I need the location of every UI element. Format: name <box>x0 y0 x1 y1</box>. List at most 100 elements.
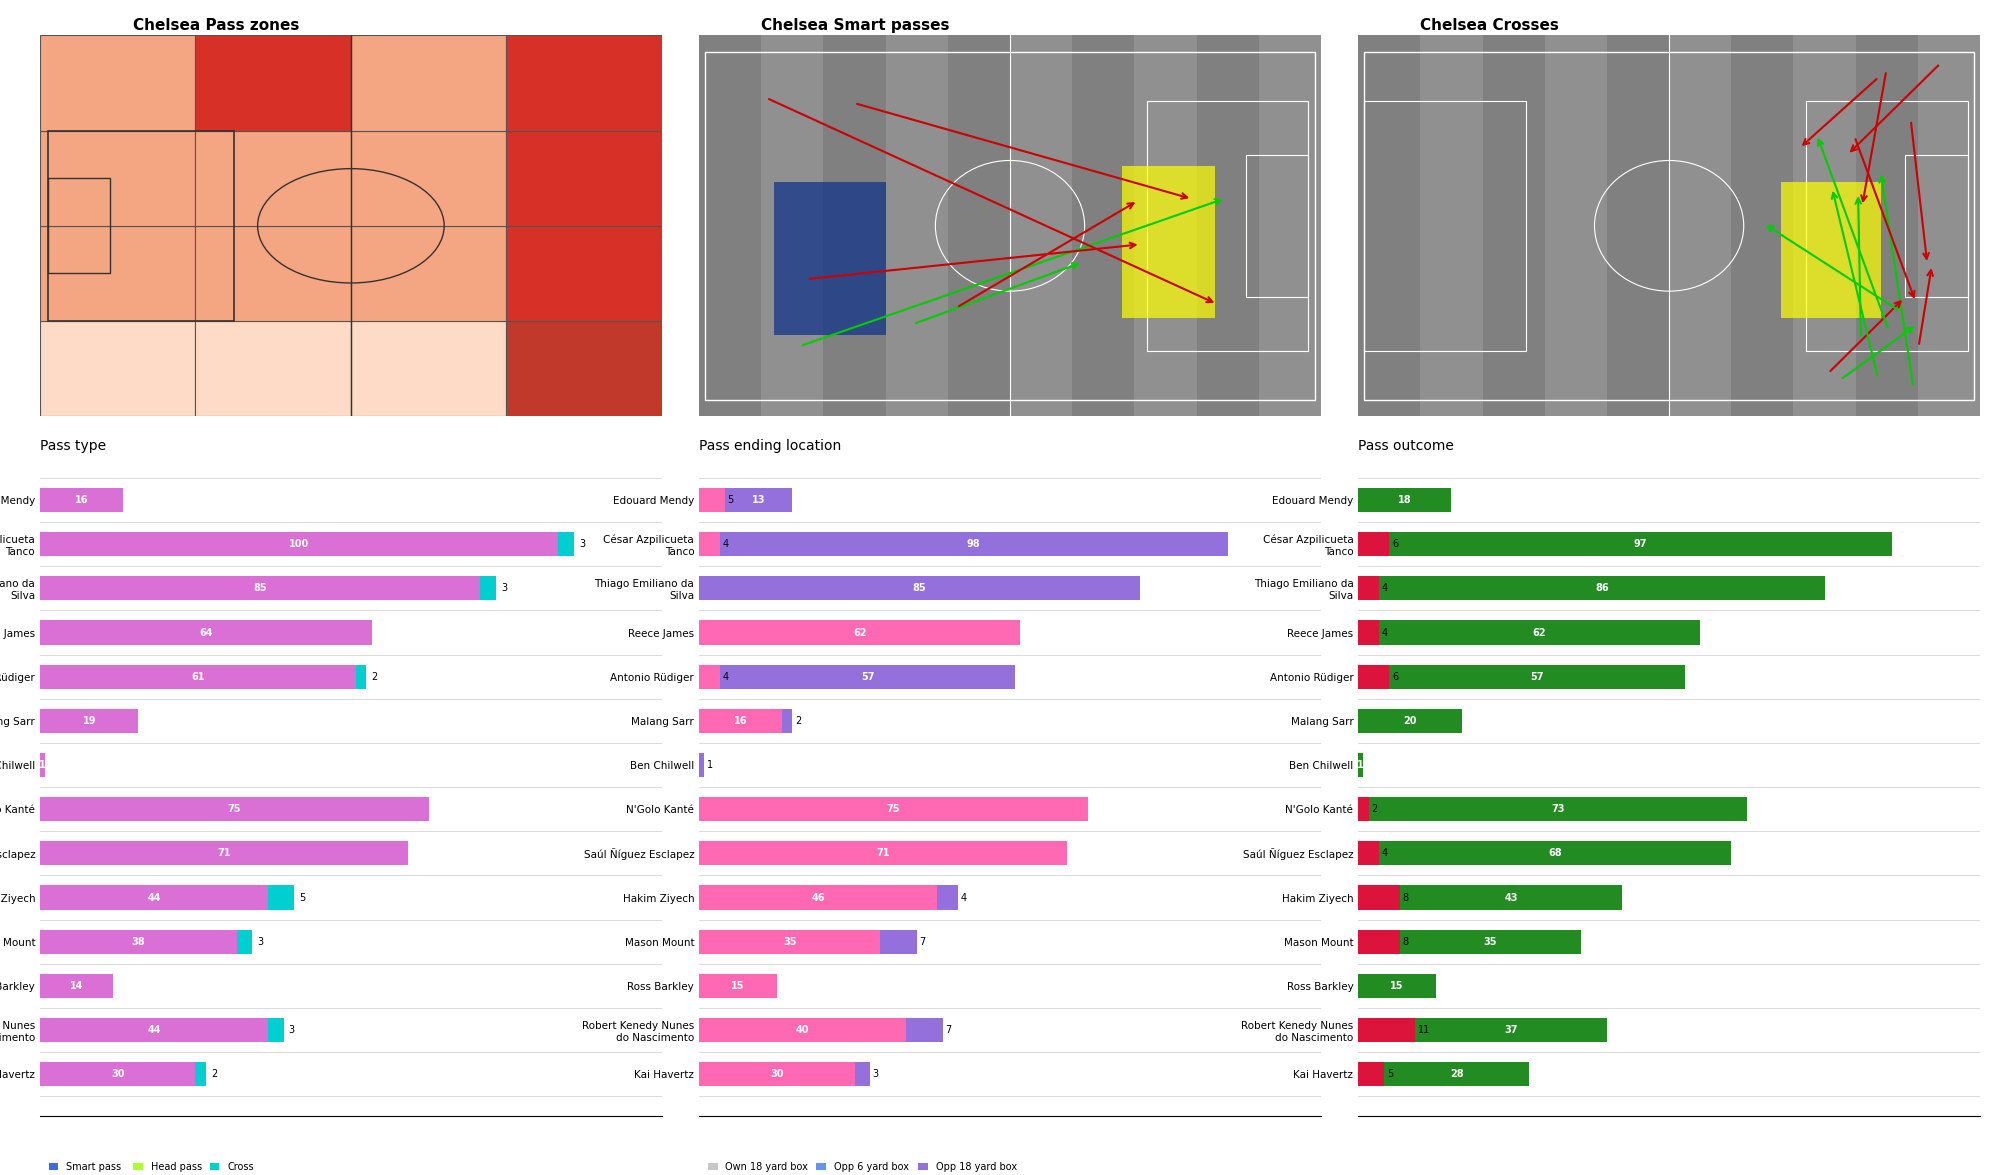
Bar <box>196 35 350 130</box>
Bar <box>1358 709 1462 733</box>
Text: 4: 4 <box>722 539 728 549</box>
Bar <box>40 321 196 416</box>
Text: 98: 98 <box>966 539 980 549</box>
Bar <box>1196 35 1258 416</box>
Bar <box>356 665 366 689</box>
Text: 100: 100 <box>288 539 310 549</box>
Bar <box>1384 1062 1530 1087</box>
Text: Pass outcome: Pass outcome <box>1358 438 1454 452</box>
Text: 57: 57 <box>1530 672 1544 681</box>
Bar <box>1358 620 1378 645</box>
Text: 75: 75 <box>886 804 900 814</box>
Text: 6: 6 <box>1392 539 1398 549</box>
Text: 57: 57 <box>860 672 874 681</box>
Bar <box>48 179 110 274</box>
Bar <box>40 1018 268 1042</box>
Text: 18: 18 <box>1398 495 1412 505</box>
Bar <box>1258 35 1320 416</box>
Bar <box>1378 620 1700 645</box>
Bar <box>948 35 1010 416</box>
Text: 4: 4 <box>1382 848 1388 859</box>
Text: 8: 8 <box>1402 936 1408 947</box>
Bar <box>1122 166 1216 318</box>
Bar <box>1358 841 1378 866</box>
Text: 30: 30 <box>770 1069 784 1079</box>
Bar <box>1378 576 1824 600</box>
Text: 15: 15 <box>732 981 744 991</box>
Text: 20: 20 <box>1404 716 1416 726</box>
Text: 2: 2 <box>1372 804 1378 814</box>
Bar <box>350 35 506 130</box>
Bar <box>700 488 726 512</box>
Bar <box>1358 797 1368 821</box>
Bar <box>40 488 122 512</box>
Bar <box>1400 929 1582 954</box>
Text: 11: 11 <box>1418 1025 1430 1035</box>
Bar <box>1358 35 1420 416</box>
Bar <box>700 974 776 998</box>
Bar <box>506 130 662 226</box>
Bar <box>762 35 824 416</box>
Text: 5: 5 <box>728 495 734 505</box>
Bar <box>40 1062 196 1087</box>
Text: 2: 2 <box>794 716 802 726</box>
Bar <box>40 532 558 556</box>
Bar <box>268 1018 284 1042</box>
Bar <box>700 1062 854 1087</box>
Text: 1: 1 <box>706 760 712 770</box>
Bar <box>1378 841 1732 866</box>
Bar <box>1482 35 1544 416</box>
Bar <box>1856 35 1918 416</box>
Bar <box>196 130 350 226</box>
Text: 7: 7 <box>946 1025 952 1035</box>
Text: 61: 61 <box>192 672 204 681</box>
Bar <box>40 709 138 733</box>
Text: Pass ending location: Pass ending location <box>700 438 842 452</box>
Bar <box>700 797 1088 821</box>
Bar <box>1806 101 1968 351</box>
Bar <box>350 226 506 321</box>
Text: 3: 3 <box>258 936 264 947</box>
Bar <box>40 929 236 954</box>
Bar <box>506 321 662 416</box>
Bar <box>1358 886 1400 909</box>
Text: 3: 3 <box>288 1025 294 1035</box>
Bar <box>196 1062 206 1087</box>
Bar <box>40 797 428 821</box>
Bar <box>1400 886 1622 909</box>
Text: 4: 4 <box>1382 627 1388 638</box>
Bar <box>40 130 196 226</box>
Text: Chelsea Pass zones: Chelsea Pass zones <box>134 18 300 33</box>
Text: Pass type: Pass type <box>40 438 106 452</box>
Text: 14: 14 <box>70 981 84 991</box>
Bar <box>1544 35 1606 416</box>
Text: 8: 8 <box>1402 893 1408 902</box>
Bar <box>1420 35 1482 416</box>
Bar <box>1416 1018 1606 1042</box>
Text: 13: 13 <box>752 495 766 505</box>
Text: 46: 46 <box>812 893 826 902</box>
Text: 37: 37 <box>1504 1025 1518 1035</box>
Text: 2: 2 <box>372 672 378 681</box>
Text: 68: 68 <box>1548 848 1562 859</box>
Bar <box>1134 35 1196 416</box>
Text: 75: 75 <box>228 804 242 814</box>
Bar <box>48 130 234 321</box>
Bar <box>1358 532 1390 556</box>
Text: 43: 43 <box>1504 893 1518 902</box>
Bar <box>350 321 506 416</box>
Bar <box>1358 1018 1416 1042</box>
Text: 44: 44 <box>148 893 160 902</box>
Text: 44: 44 <box>148 1025 160 1035</box>
Bar <box>854 1062 870 1087</box>
Bar <box>196 226 350 321</box>
Bar <box>1146 101 1308 351</box>
Text: 5: 5 <box>1386 1069 1392 1079</box>
Bar <box>938 886 958 909</box>
Bar <box>40 665 356 689</box>
Text: 28: 28 <box>1450 1069 1464 1079</box>
Bar <box>1368 797 1746 821</box>
Bar <box>506 226 662 321</box>
Bar <box>700 929 880 954</box>
Text: 16: 16 <box>74 495 88 505</box>
